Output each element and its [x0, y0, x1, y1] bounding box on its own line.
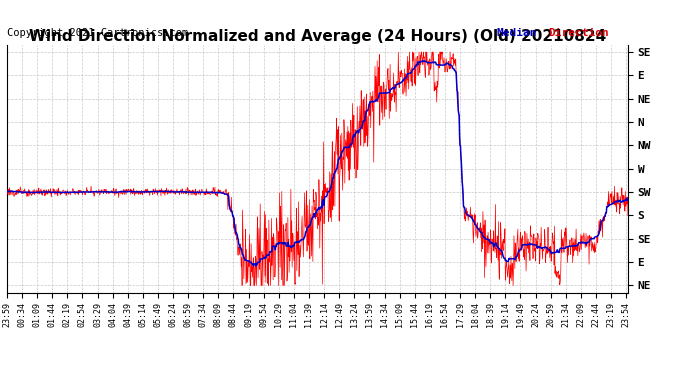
Text: Direction: Direction — [549, 28, 609, 38]
Text: Median: Median — [497, 28, 538, 38]
Title: Wind Direction Normalized and Average (24 Hours) (Old) 20210824: Wind Direction Normalized and Average (2… — [29, 29, 606, 44]
Text: Copyright 2021 Cartronics.com: Copyright 2021 Cartronics.com — [7, 28, 188, 38]
